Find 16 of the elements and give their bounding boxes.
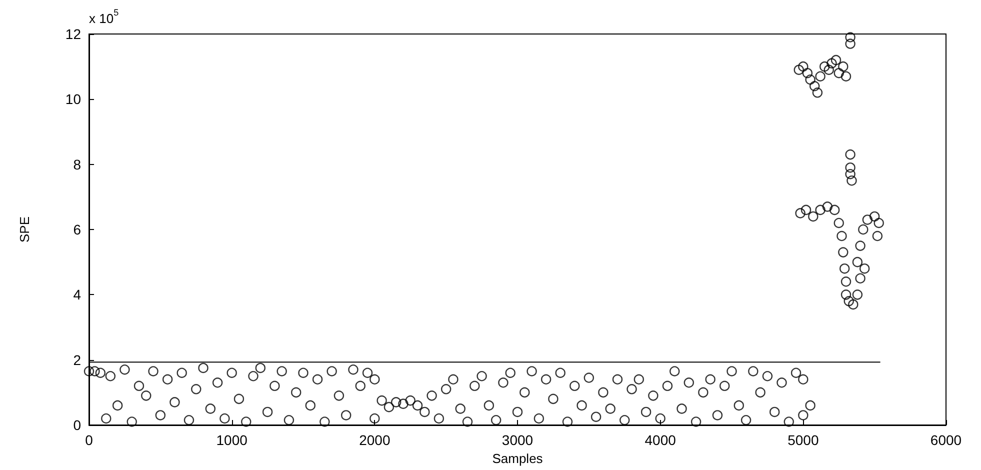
x-tick-label: 5000: [788, 432, 819, 448]
x-tick-label: 0: [85, 432, 94, 448]
y-tick-label: 6: [73, 222, 82, 238]
y-tick-label: 8: [73, 156, 82, 172]
y-axis-title: SPE: [17, 216, 32, 243]
y-tick-label: 2: [73, 352, 82, 368]
x-tick-label: 2000: [359, 432, 390, 448]
x-tick-label: 4000: [644, 432, 676, 448]
x-tick-label: 6000: [930, 432, 962, 448]
y-tick-label: 12: [65, 26, 82, 42]
y-tick-label: 0: [73, 417, 82, 433]
y-tick-label: 10: [65, 91, 82, 108]
x-axis-title: Samples: [492, 450, 544, 466]
x-tick-label: 3000: [502, 432, 534, 448]
y-tick-label: 4: [73, 286, 82, 303]
x-tick-label: 1000: [216, 432, 248, 448]
